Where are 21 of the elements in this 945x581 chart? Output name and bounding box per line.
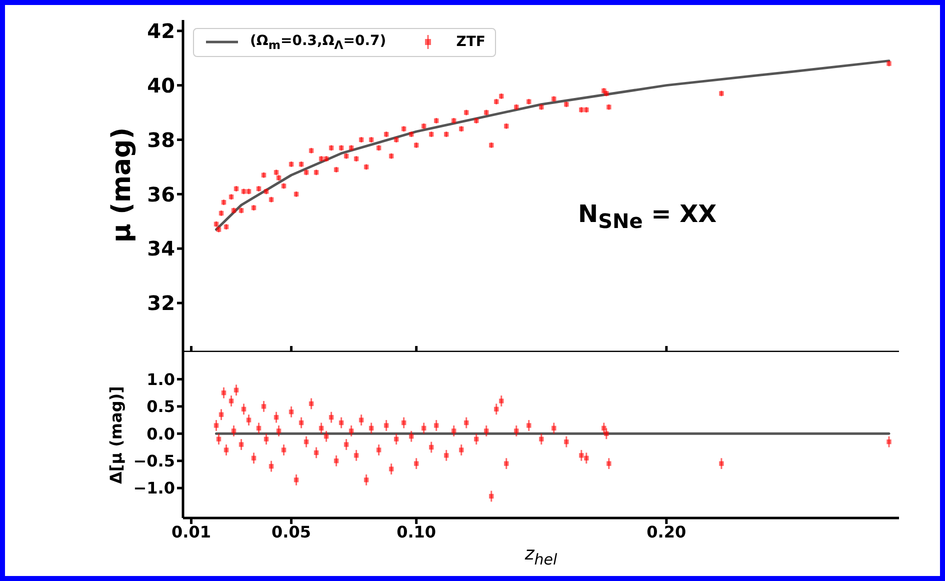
annotation: N$_{SNe}$ = XX	[578, 200, 717, 233]
x-axis-title: z$_{hel}$	[524, 544, 558, 568]
y-tick-label: −1.0	[133, 478, 175, 498]
y-tick-label: 42	[147, 18, 175, 43]
y-tick-label: 1.0	[146, 370, 175, 389]
y-tick-label: 32	[147, 291, 175, 316]
legend-label: ZTF	[456, 34, 486, 50]
x-tick-label: 0.05	[272, 522, 312, 542]
y-tick-label: 0.5	[146, 397, 175, 416]
y-tick-label: 38	[147, 128, 175, 152]
y-tick-label: 0.0	[146, 424, 175, 444]
y-tick-label: 40	[147, 73, 175, 98]
y-axis-title: μ (mag)	[107, 127, 137, 243]
legend-label: (Ω$_{m}$=0.3,Ω$_{Λ}$=0.7)	[250, 33, 386, 52]
x-tick-label: 0.20	[646, 522, 686, 542]
x-tick-label: 0.10	[396, 522, 436, 542]
x-tick-label: 0.01	[172, 522, 211, 542]
y-tick-label: 36	[147, 182, 175, 206]
y-axis-title: Δ[μ (mag)]	[106, 386, 126, 484]
y-tick-label: −0.5	[133, 452, 175, 471]
y-tick-label: 34	[147, 236, 175, 261]
